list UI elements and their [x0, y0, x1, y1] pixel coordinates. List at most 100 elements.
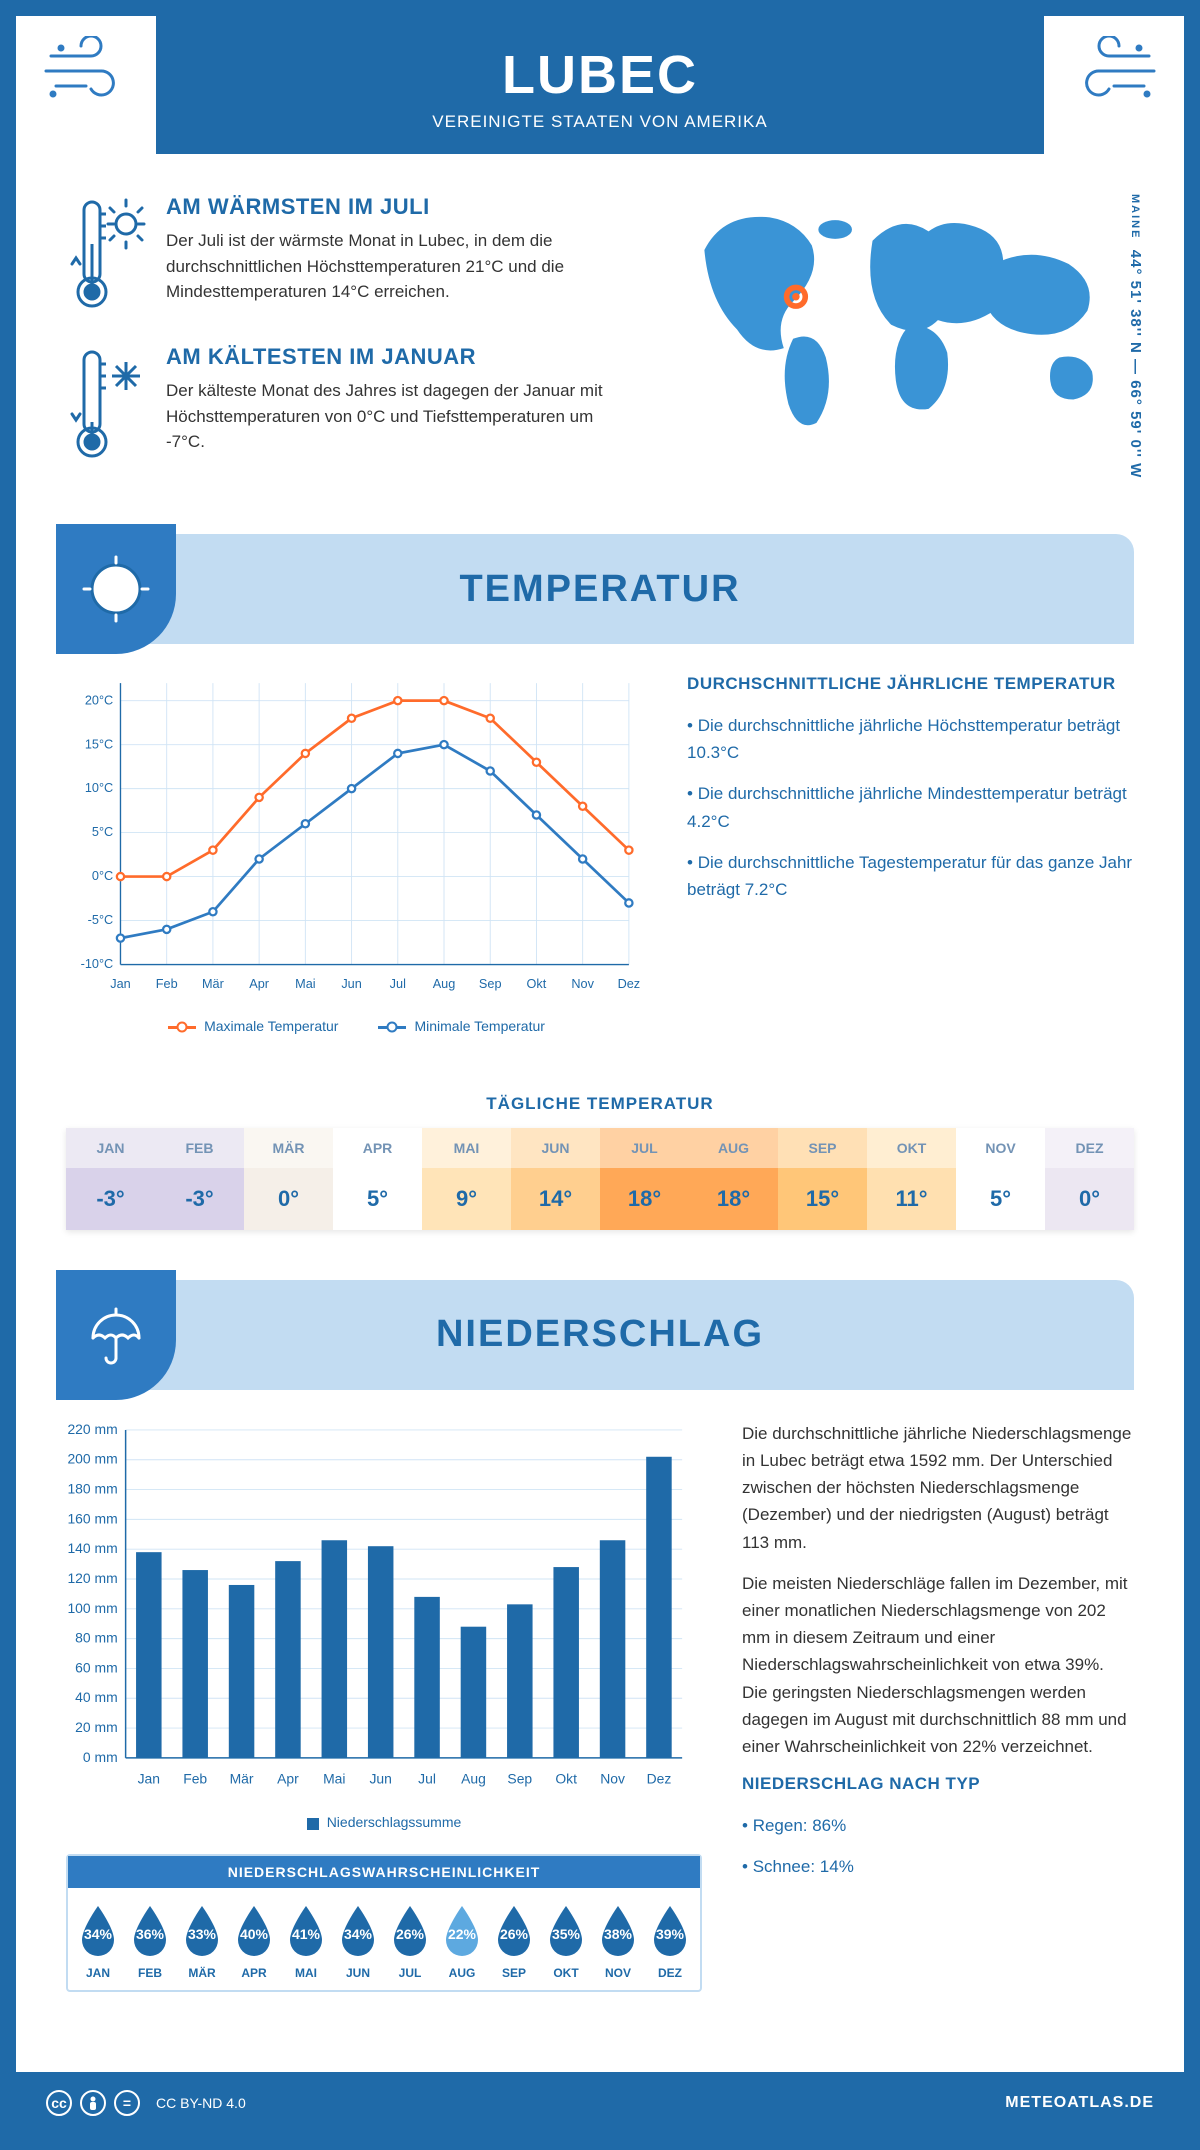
svg-text:Aug: Aug: [433, 977, 456, 991]
prob-drop: 39% DEZ: [646, 1902, 694, 1980]
svg-text:Dez: Dez: [618, 977, 641, 991]
wind-icon: [1069, 36, 1159, 106]
daily-cell: JUN 14°: [511, 1128, 600, 1230]
svg-text:120 mm: 120 mm: [67, 1570, 117, 1586]
svg-text:15°C: 15°C: [85, 737, 113, 751]
svg-text:Jun: Jun: [369, 1771, 391, 1787]
svg-text:5°C: 5°C: [92, 825, 113, 839]
license-badge: cc = CC BY-ND 4.0: [46, 2090, 246, 2116]
umbrella-icon: [81, 1300, 151, 1370]
warmest-fact: AM WÄRMSTEN IM JULI Der Juli ist der wär…: [66, 194, 637, 314]
temp-legend: Maximale Temperatur Minimale Temperatur: [66, 1018, 647, 1034]
svg-text:Okt: Okt: [527, 977, 547, 991]
svg-text:Apr: Apr: [249, 977, 270, 991]
svg-text:10°C: 10°C: [85, 781, 113, 795]
svg-text:Jan: Jan: [138, 1771, 160, 1787]
daily-cell: SEP 15°: [778, 1128, 867, 1230]
cold-body: Der kälteste Monat des Jahres ist dagege…: [166, 378, 637, 455]
prob-drop: 34% JUN: [334, 1902, 382, 1980]
prob-drop: 26% SEP: [490, 1902, 538, 1980]
header-band: LUBEC VEREINIGTE STAATEN VON AMERIKA: [16, 16, 1184, 154]
prob-drop: 35% OKT: [542, 1902, 590, 1980]
coordinates-label: MAINE 44° 51' 38'' N — 66° 59' 0'' W: [1127, 194, 1144, 478]
prob-drop: 38% NOV: [594, 1902, 642, 1980]
warm-body: Der Juli ist der wärmste Monat in Lubec,…: [166, 228, 637, 305]
site-name: METEOATLAS.DE: [1005, 2094, 1154, 2112]
svg-text:-5°C: -5°C: [88, 913, 114, 927]
svg-text:Jan: Jan: [110, 977, 130, 991]
country-subtitle: VEREINIGTE STAATEN VON AMERIKA: [36, 112, 1164, 132]
prob-drop: 41% MAI: [282, 1902, 330, 1980]
svg-text:Jul: Jul: [418, 1771, 436, 1787]
daily-cell: DEZ 0°: [1045, 1128, 1134, 1230]
svg-text:20 mm: 20 mm: [75, 1719, 118, 1735]
svg-text:0°C: 0°C: [92, 869, 113, 883]
prob-drop: 22% AUG: [438, 1902, 486, 1980]
svg-text:Nov: Nov: [571, 977, 594, 991]
nd-icon: =: [114, 2090, 140, 2116]
svg-text:140 mm: 140 mm: [67, 1540, 117, 1556]
thermometer-sun-icon: [66, 194, 146, 314]
daily-cell: APR 5°: [333, 1128, 422, 1230]
daily-cell: JAN -3°: [66, 1128, 155, 1230]
svg-text:180 mm: 180 mm: [67, 1480, 117, 1496]
svg-text:Apr: Apr: [277, 1771, 299, 1787]
precip-section-header: NIEDERSCHLAG: [66, 1280, 1134, 1390]
svg-text:200 mm: 200 mm: [67, 1451, 117, 1467]
svg-text:80 mm: 80 mm: [75, 1629, 118, 1645]
precip-type-bullets: Regen: 86%Schnee: 14%: [742, 1812, 1134, 1880]
svg-text:40 mm: 40 mm: [75, 1689, 118, 1705]
cc-icon: cc: [46, 2090, 72, 2116]
prob-drop: 26% JUL: [386, 1902, 434, 1980]
temperature-line-chart: -10°C -5°C 0°C 5°C 10°C 15°C 20°C Jan Feb Mär Apr M…: [66, 674, 647, 1001]
cold-title: AM KÄLTESTEN IM JANUAR: [166, 344, 637, 370]
precip-para-1: Die durchschnittliche jährliche Niedersc…: [742, 1420, 1134, 1556]
daily-cell: FEB -3°: [155, 1128, 244, 1230]
thermometer-snow-icon: [66, 344, 146, 464]
svg-text:Okt: Okt: [555, 1771, 577, 1787]
svg-text:Mai: Mai: [295, 977, 315, 991]
daily-cell: NOV 5°: [956, 1128, 1045, 1230]
svg-text:Mär: Mär: [230, 1771, 254, 1787]
precip-probability-box: NIEDERSCHLAGSWAHRSCHEINLICHKEIT 34% JAN …: [66, 1854, 702, 1992]
precip-bar-chart: 0 mm 20 mm 40 mm 60 mm 80 mm 100 mm 120 mm 140 …: [66, 1420, 702, 1798]
daily-temp-table: JAN -3°FEB -3°MÄR 0°APR 5°MAI 9°JUN 14°J…: [66, 1128, 1134, 1230]
svg-text:Feb: Feb: [183, 1771, 207, 1787]
prob-drop: 33% MÄR: [178, 1902, 226, 1980]
daily-cell: JUL 18°: [600, 1128, 689, 1230]
daily-cell: MAI 9°: [422, 1128, 511, 1230]
svg-text:160 mm: 160 mm: [67, 1510, 117, 1526]
svg-text:20°C: 20°C: [85, 693, 113, 707]
world-map-icon: [667, 194, 1134, 437]
coldest-fact: AM KÄLTESTEN IM JANUAR Der kälteste Mona…: [66, 344, 637, 464]
city-title: LUBEC: [36, 44, 1164, 106]
prob-title: NIEDERSCHLAGSWAHRSCHEINLICHKEIT: [68, 1856, 700, 1888]
warm-title: AM WÄRMSTEN IM JULI: [166, 194, 637, 220]
infographic-frame: LUBEC VEREINIGTE STAATEN VON AMERIKA AM …: [0, 0, 1200, 2150]
svg-text:Aug: Aug: [461, 1771, 486, 1787]
daily-cell: AUG 18°: [689, 1128, 778, 1230]
intro-section: AM WÄRMSTEN IM JULI Der Juli ist der wär…: [16, 154, 1184, 524]
svg-text:Jun: Jun: [341, 977, 361, 991]
annual-temp-bullets: Die durchschnittliche jährliche Höchstte…: [687, 712, 1134, 903]
svg-text:Sep: Sep: [507, 1771, 532, 1787]
svg-text:Jul: Jul: [390, 977, 406, 991]
svg-text:0 mm: 0 mm: [83, 1749, 118, 1765]
svg-text:100 mm: 100 mm: [67, 1600, 117, 1616]
svg-text:Dez: Dez: [647, 1771, 672, 1787]
prob-drop: 40% APR: [230, 1902, 278, 1980]
temperature-title: TEMPERATUR: [459, 568, 740, 611]
svg-text:220 mm: 220 mm: [67, 1421, 117, 1437]
daily-temp-title: TÄGLICHE TEMPERATUR: [16, 1094, 1184, 1114]
by-icon: [80, 2090, 106, 2116]
precip-type-title: NIEDERSCHLAG NACH TYP: [742, 1774, 1134, 1794]
svg-text:60 mm: 60 mm: [75, 1659, 118, 1675]
svg-text:Nov: Nov: [600, 1771, 625, 1787]
precip-legend: Niederschlagssumme: [66, 1814, 702, 1830]
svg-text:Feb: Feb: [156, 977, 178, 991]
daily-cell: OKT 11°: [867, 1128, 956, 1230]
prob-drop: 34% JAN: [74, 1902, 122, 1980]
svg-text:Mär: Mär: [202, 977, 225, 991]
annual-temp-title: DURCHSCHNITTLICHE JÄHRLICHE TEMPERATUR: [687, 674, 1134, 694]
svg-text:-10°C: -10°C: [81, 957, 114, 971]
